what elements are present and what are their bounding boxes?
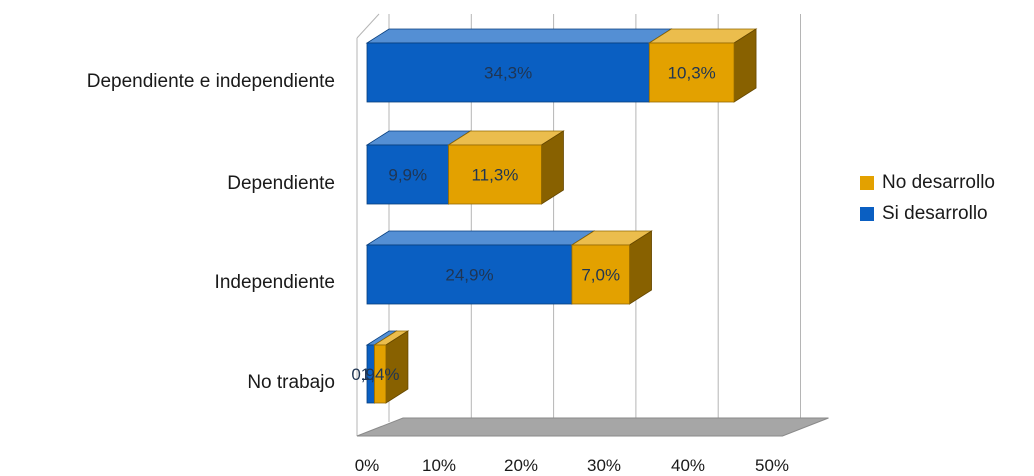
legend-item-si-desarrollo: Si desarrollo (860, 204, 1032, 224)
x-tick-label: 0% (355, 456, 380, 476)
bar-value-label: 11,3% (471, 166, 518, 185)
bar-value-label: 34,3% (484, 64, 532, 83)
chart-floor (357, 418, 829, 436)
left-wall-top-edge (357, 14, 379, 38)
legend-label: Si desarrollo (882, 203, 988, 225)
legend-swatch (860, 176, 874, 190)
bar-value-label: 10,3% (668, 64, 716, 83)
x-tick-label: 20% (504, 456, 538, 476)
chart-legend: No desarrollo Si desarrollo (860, 173, 1032, 235)
category-label: Dependiente (227, 173, 335, 195)
bar-value-label: 1,4% (361, 365, 400, 384)
category-label: Independiente (215, 272, 335, 294)
category-label: No trabajo (247, 372, 335, 394)
legend-item-no-desarrollo: No desarrollo (860, 173, 1032, 193)
category-label: Dependiente e independiente (87, 71, 335, 93)
bar-top-face (367, 29, 671, 43)
bar-value-label: 24,9% (445, 266, 493, 285)
legend-label: No desarrollo (882, 172, 995, 194)
bar-top-face (367, 231, 594, 245)
x-tick-label: 50% (755, 456, 789, 476)
legend-swatch (860, 207, 874, 221)
bar-value-label: 9,9% (388, 166, 427, 185)
x-tick-label: 10% (422, 456, 456, 476)
x-tick-label: 30% (587, 456, 621, 476)
x-tick-label: 40% (671, 456, 705, 476)
bar-value-label: 7,0% (581, 266, 620, 285)
